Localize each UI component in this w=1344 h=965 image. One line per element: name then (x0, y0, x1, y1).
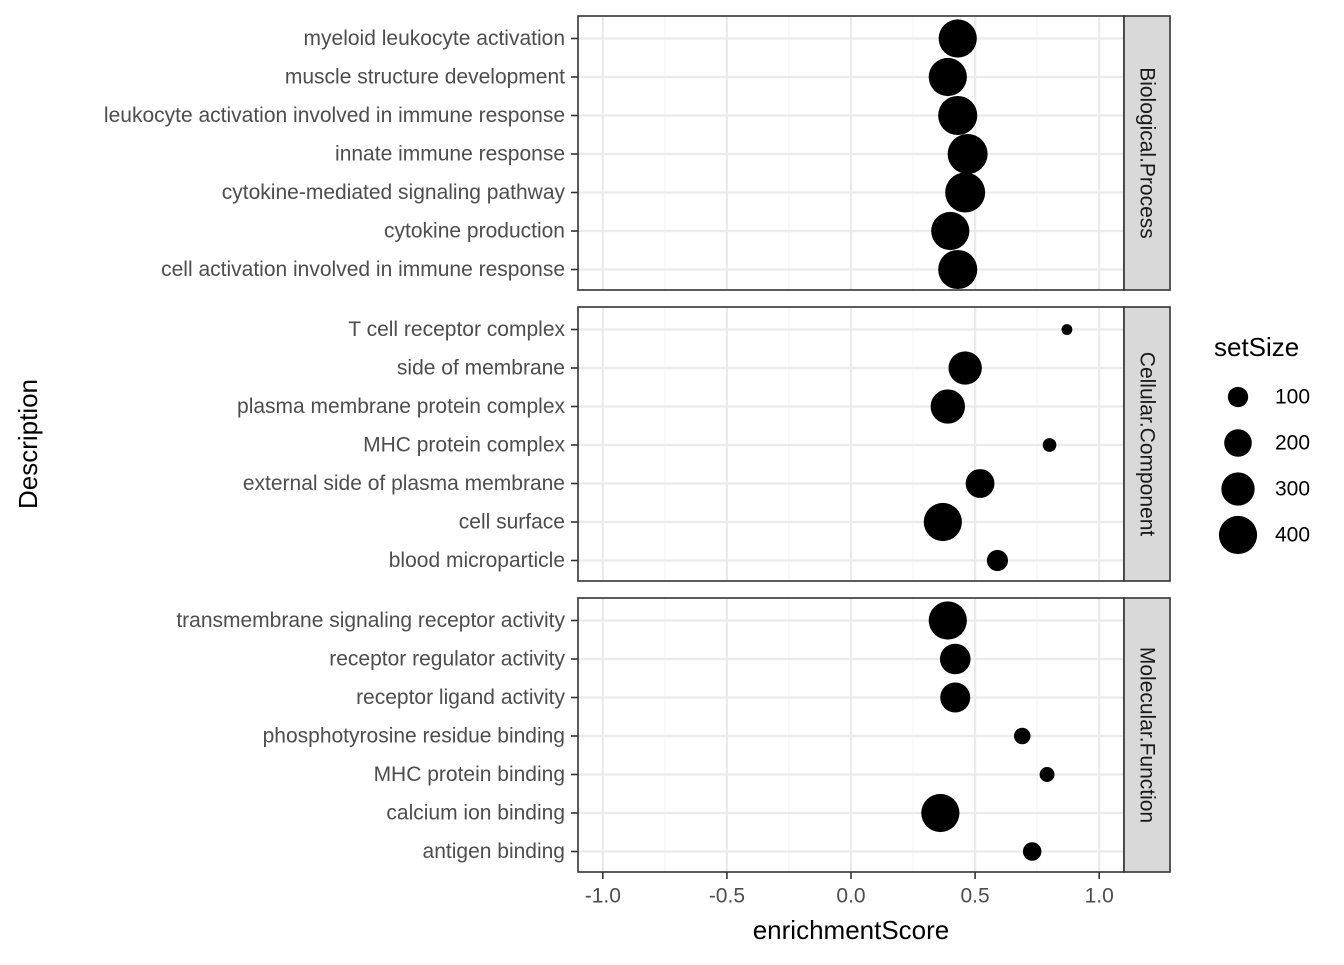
y-tick-label: innate immune response (335, 143, 565, 166)
y-tick-label: receptor regulator activity (329, 648, 565, 671)
y-tick-label: leukocyte activation involved in immune … (104, 104, 565, 127)
facet-strip (1123, 597, 1171, 873)
facet-strip-label: Biological.Process (1136, 67, 1159, 239)
x-tick-label: -0.5 (709, 885, 745, 908)
data-point (1022, 842, 1042, 861)
data-point (948, 351, 982, 385)
x-tick-label: 0.0 (836, 885, 865, 908)
legend-label: 200 (1275, 432, 1310, 455)
facet-strip-label: Molecular.Function (1136, 647, 1159, 823)
y-tick-label: MHC protein complex (363, 434, 565, 457)
data-point (928, 601, 967, 640)
y-tick-label: cytokine-mediated signaling pathway (222, 181, 566, 204)
legend-title: setSize (1214, 332, 1299, 362)
y-tick-label: receptor ligand activity (356, 686, 565, 709)
facet-strip-label: Cellular.Component (1136, 352, 1159, 537)
y-tick-label: cytokine production (384, 220, 565, 243)
legend-key-point (1218, 515, 1258, 555)
data-point (938, 249, 978, 290)
legend-label: 100 (1275, 386, 1310, 409)
data-point (986, 549, 1009, 572)
y-tick-label: cell surface (459, 511, 565, 534)
y-tick-label: calcium ion binding (386, 802, 565, 825)
data-point (947, 134, 988, 174)
legend-label: 400 (1275, 524, 1310, 547)
y-tick-label: cell activation involved in immune respo… (161, 258, 565, 281)
x-tick-label: 0.5 (960, 885, 989, 908)
y-tick-label: MHC protein binding (374, 763, 565, 786)
data-point (1039, 767, 1055, 782)
facet-strip (1123, 306, 1171, 582)
y-tick-label: plasma membrane protein complex (237, 395, 565, 418)
facet-strip (1123, 15, 1171, 291)
legend-key-point (1221, 472, 1255, 506)
y-tick-label: T cell receptor complex (348, 318, 565, 341)
data-point (1042, 438, 1057, 452)
x-axis-title: enrichmentScore (753, 915, 950, 945)
data-point (940, 682, 971, 713)
y-tick-label: blood microparticle (389, 549, 565, 572)
data-point (939, 643, 971, 675)
x-tick-label: -1.0 (585, 885, 621, 908)
data-point (931, 211, 970, 251)
legend-key-point (1227, 386, 1249, 408)
data-point (928, 57, 967, 97)
data-point (945, 172, 986, 213)
y-tick-label: external side of plasma membrane (243, 472, 565, 495)
data-point (923, 502, 962, 542)
data-point (930, 389, 965, 424)
y-tick-label: myeloid leukocyte activation (304, 27, 565, 50)
y-tick-label: antigen binding (423, 840, 565, 863)
data-point (938, 95, 978, 136)
data-point (938, 19, 977, 58)
y-tick-label: muscle structure development (285, 66, 565, 89)
data-point (921, 793, 960, 833)
y-axis-title: Description (13, 379, 43, 509)
legend-label: 300 (1275, 478, 1310, 501)
data-point (965, 469, 995, 498)
x-tick-label: 1.0 (1085, 885, 1114, 908)
data-point (1013, 727, 1031, 745)
legend-key-point (1224, 429, 1252, 457)
y-tick-label: transmembrane signaling receptor activit… (176, 609, 565, 632)
data-point (1061, 324, 1073, 335)
y-tick-label: side of membrane (397, 357, 565, 380)
y-tick-label: phosphotyrosine residue binding (263, 725, 565, 748)
